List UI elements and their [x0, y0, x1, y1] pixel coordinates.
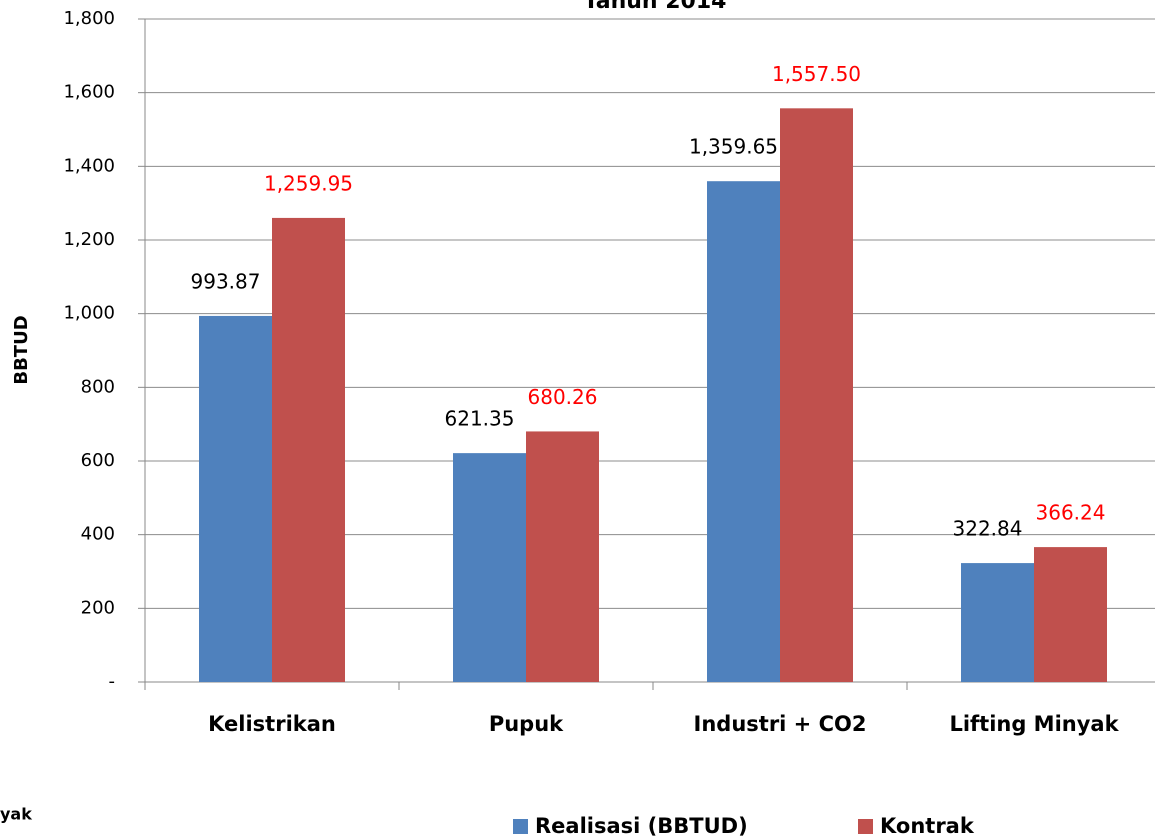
- data-label: 322.84: [953, 517, 1023, 541]
- legend-label: Realisasi (BBTUD): [535, 814, 748, 838]
- x-tick-label: Pupuk: [489, 712, 564, 736]
- y-tick-label: 600: [81, 450, 115, 471]
- y-axis-label: BBTUD: [11, 315, 32, 384]
- x-tick-label: Kelistrikan: [208, 712, 336, 736]
- data-label: 993.87: [191, 269, 261, 293]
- x-tick-label: Industri + CO2: [694, 712, 867, 736]
- bar: [199, 315, 272, 682]
- y-tick-label: 400: [81, 524, 115, 545]
- annotation: yak: [0, 805, 32, 824]
- data-label: 366.24: [1036, 501, 1106, 525]
- bar: [707, 181, 780, 682]
- data-label: 1,259.95: [264, 171, 353, 195]
- y-tick-label: 800: [81, 376, 115, 397]
- y-tick-label: 1,000: [63, 303, 115, 324]
- y-tick-label: 1,200: [63, 229, 115, 250]
- chart-title: Tahun 2014: [584, 0, 727, 14]
- data-label: 1,557.50: [772, 62, 861, 86]
- bar: [272, 217, 345, 683]
- y-tick-label: -: [109, 671, 116, 692]
- y-tick-label: 200: [81, 597, 115, 618]
- bar: [780, 108, 853, 683]
- y-tick-label: 1,800: [63, 8, 115, 29]
- data-label: 1,359.65: [689, 135, 778, 159]
- bar: [961, 563, 1034, 682]
- y-tick-label: 1,600: [63, 82, 115, 103]
- data-label: 680.26: [528, 385, 598, 409]
- data-label: 621.35: [445, 407, 515, 431]
- bar: [1034, 547, 1107, 682]
- legend-swatch: [858, 819, 873, 834]
- bar: [526, 431, 599, 682]
- legend-label: Kontrak: [880, 814, 975, 838]
- x-tick-label: Lifting Minyak: [949, 712, 1119, 736]
- y-tick-label: 1,400: [63, 155, 115, 176]
- bar: [453, 453, 526, 682]
- legend-swatch: [513, 819, 528, 834]
